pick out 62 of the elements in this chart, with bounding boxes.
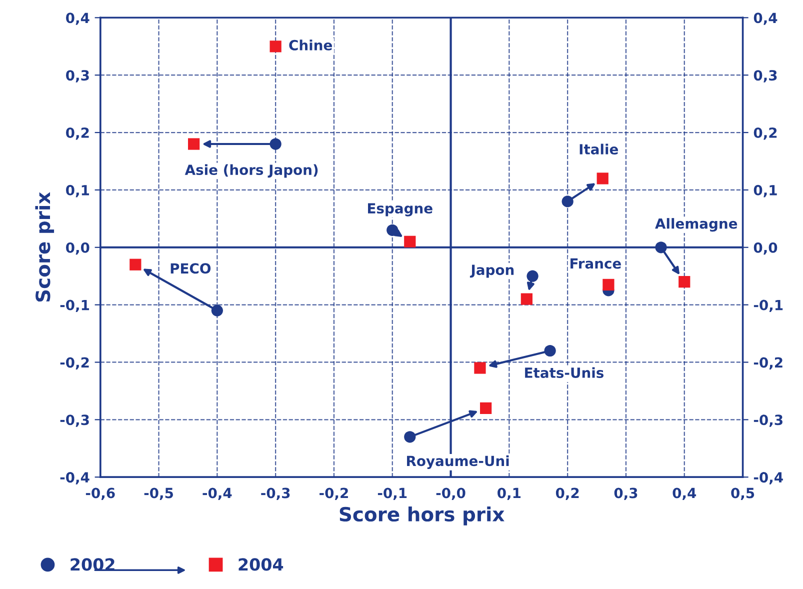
y-tick-label: 0,2 bbox=[66, 127, 89, 140]
y-axis-title: Score prix bbox=[35, 192, 54, 302]
point bbox=[678, 276, 690, 288]
y-tick-label: -0,4 bbox=[60, 472, 90, 484]
x-tick-label: 0,1 bbox=[498, 488, 521, 500]
y2-tick-label: 0,0 bbox=[754, 242, 778, 255]
annotation: Asie (hors Japon) bbox=[184, 164, 318, 178]
y-tick-label: -0,2 bbox=[60, 357, 89, 370]
x-tick-label: -0,1 bbox=[378, 488, 407, 500]
y-tick-label: -0,1 bbox=[60, 300, 90, 312]
annotation: Royaume-Uni bbox=[407, 455, 509, 469]
y-tick-label: 0,3 bbox=[66, 70, 89, 82]
x-tick-label: -0,6 bbox=[86, 488, 115, 500]
y2-tick-label: 0,2 bbox=[754, 127, 777, 140]
y2-tick-label: -0,1 bbox=[754, 300, 783, 312]
annotation: Italie bbox=[580, 144, 618, 154]
x-tick-label: -0,4 bbox=[202, 488, 232, 500]
x-tick-label: -0,3 bbox=[261, 488, 290, 500]
point bbox=[474, 362, 486, 374]
x-tick-label: -0,0 bbox=[436, 488, 466, 500]
y2-tick-label: 0,4 bbox=[754, 12, 778, 25]
y-tick-label: -0,3 bbox=[60, 414, 89, 427]
point bbox=[270, 138, 282, 150]
annotation: Japon bbox=[470, 264, 514, 278]
x-tick-label: -0,2 bbox=[320, 488, 348, 500]
x-tick-label: 0,5 bbox=[731, 488, 754, 500]
y2-tick-label: -0,3 bbox=[754, 414, 782, 427]
y-tick-label: 0,0 bbox=[66, 242, 90, 255]
y2-tick-label: 0,1 bbox=[754, 184, 777, 198]
point bbox=[211, 304, 223, 316]
x-tick-label: 0,2 bbox=[556, 488, 579, 500]
point bbox=[596, 172, 608, 184]
x-axis-title: Score hors prix bbox=[340, 506, 504, 526]
y2-tick-label: -0,2 bbox=[754, 357, 782, 370]
legend-label: 2004 bbox=[238, 558, 284, 571]
point bbox=[544, 344, 556, 357]
point bbox=[520, 293, 533, 305]
y2-tick-label: -0,4 bbox=[754, 472, 783, 484]
point bbox=[386, 224, 398, 236]
x-tick-label: -0,5 bbox=[144, 488, 173, 500]
annotation: France bbox=[570, 258, 621, 269]
point bbox=[270, 40, 282, 52]
point bbox=[526, 270, 538, 282]
annotation: Chine bbox=[289, 40, 332, 50]
legend-label: 2002 bbox=[70, 558, 114, 571]
point bbox=[404, 431, 416, 443]
annotation: PECO bbox=[170, 263, 211, 274]
y2-tick-label: 0,3 bbox=[754, 70, 777, 82]
point bbox=[404, 236, 416, 248]
y-tick-label: 0,4 bbox=[66, 12, 90, 25]
annotation: Etats-Unis bbox=[525, 367, 604, 378]
point bbox=[562, 196, 574, 208]
annotation: Allemagne bbox=[655, 218, 738, 232]
y-tick-label: 0,1 bbox=[66, 184, 90, 198]
x-tick-label: 0,3 bbox=[614, 488, 638, 500]
point bbox=[602, 278, 614, 291]
point bbox=[188, 138, 200, 150]
x-tick-label: 0,4 bbox=[672, 488, 696, 500]
point bbox=[130, 258, 142, 270]
annotation: Espagne bbox=[368, 203, 432, 216]
point bbox=[655, 242, 667, 254]
point bbox=[480, 402, 492, 414]
